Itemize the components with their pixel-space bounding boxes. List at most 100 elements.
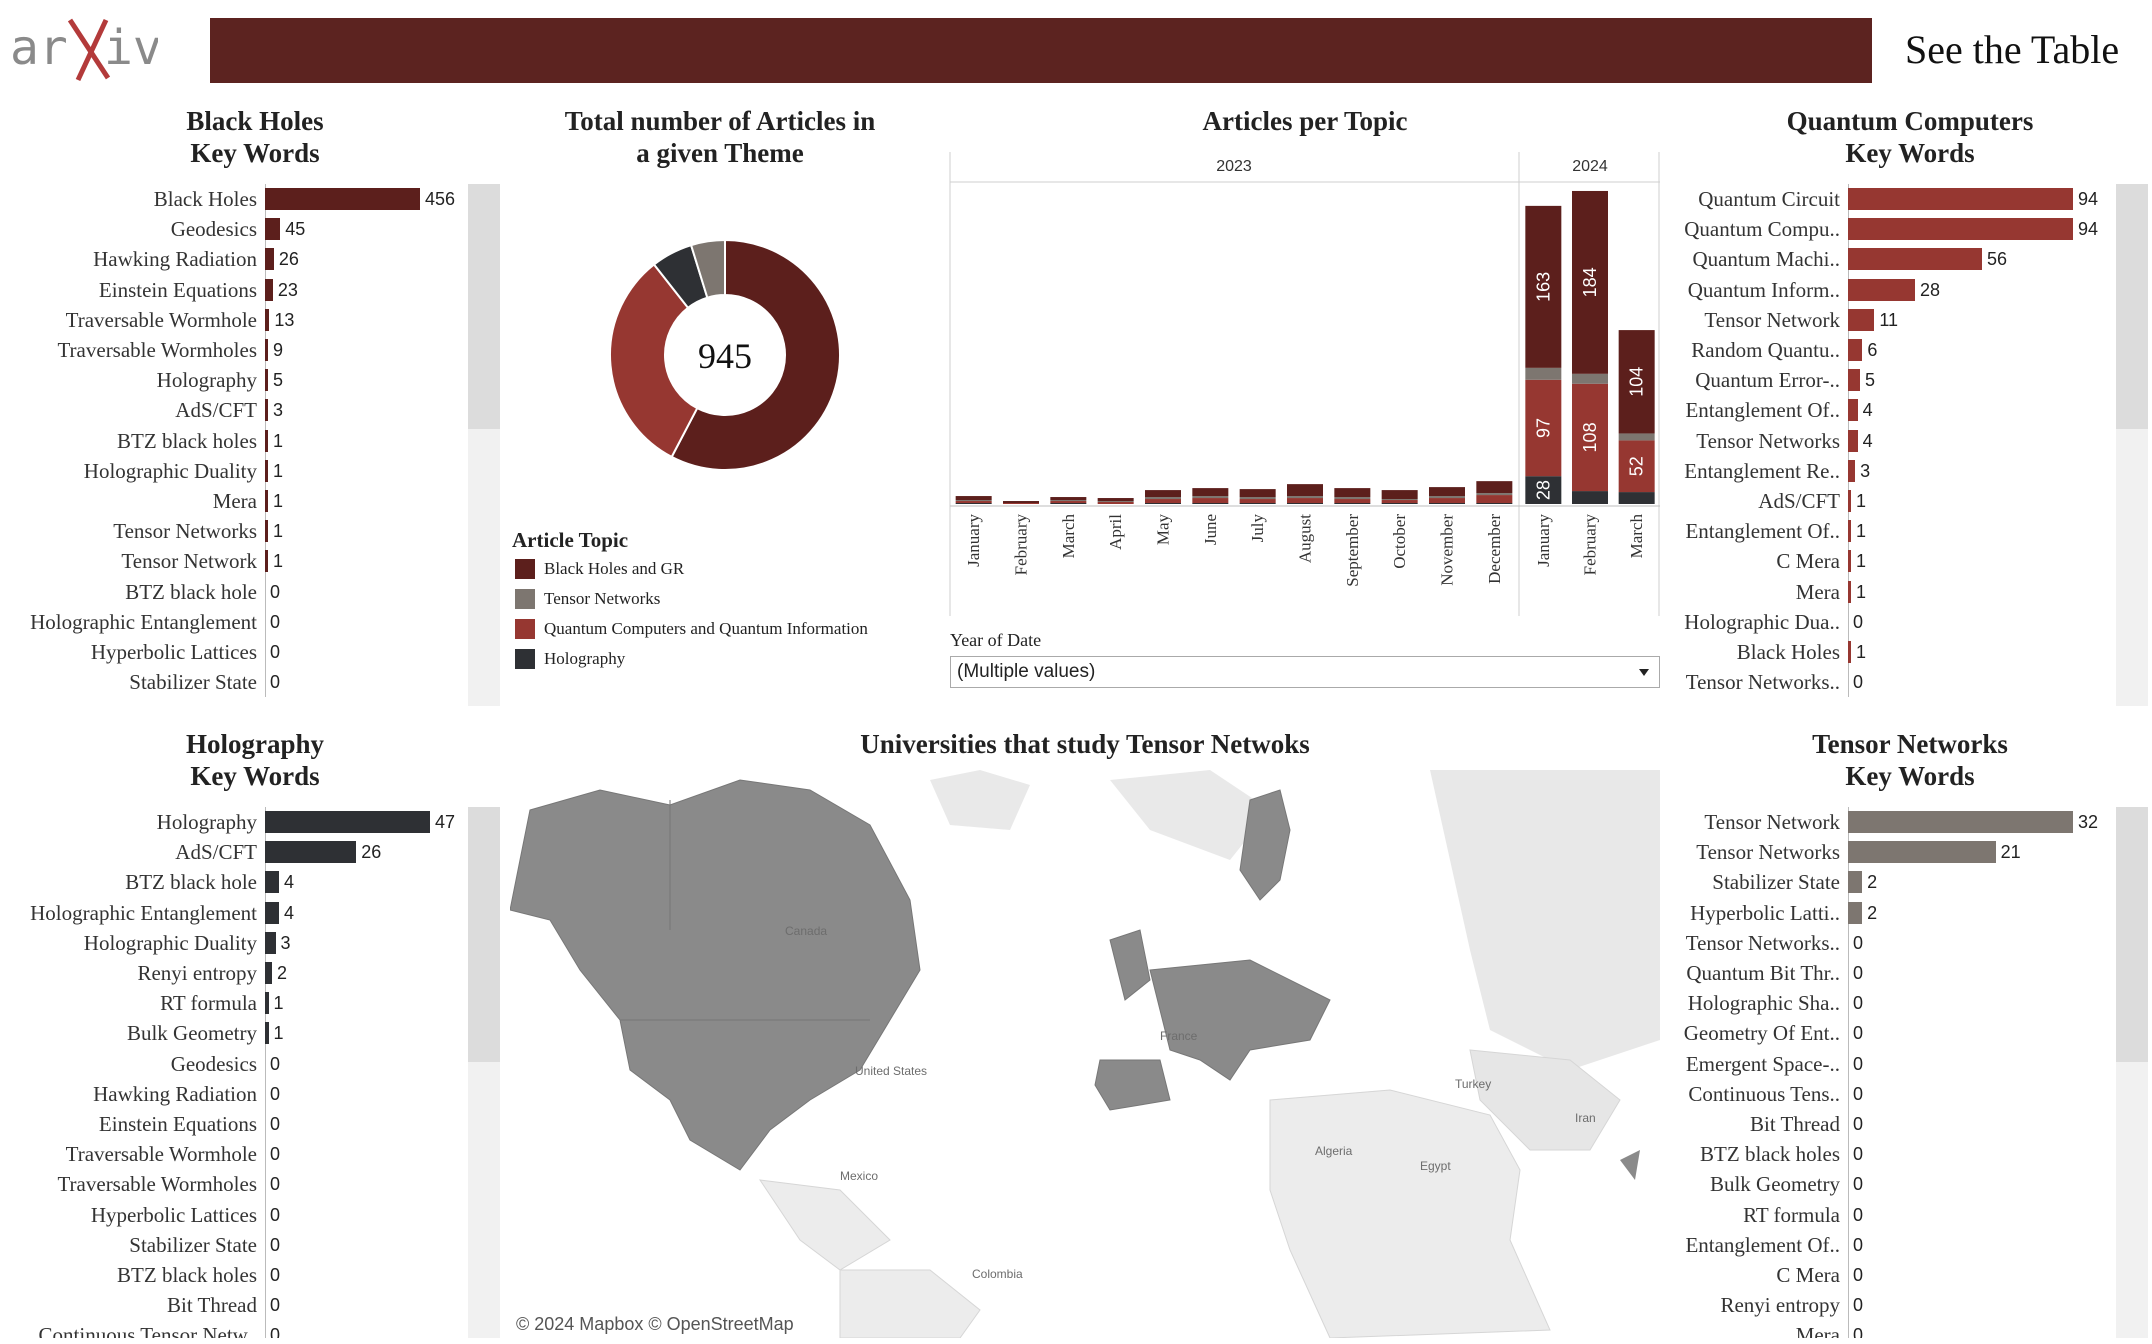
- keyword-row[interactable]: Entanglement Of.. 1: [1660, 516, 2116, 546]
- stacked-bar-segment[interactable]: [1429, 503, 1465, 504]
- legend-item[interactable]: Black Holes and GR: [514, 556, 684, 582]
- stacked-bar-segment[interactable]: [1145, 499, 1181, 504]
- keyword-row[interactable]: BTZ black holes 0: [1660, 1139, 2116, 1169]
- keyword-row[interactable]: Geodesics 45: [0, 214, 470, 244]
- stacked-bar-segment[interactable]: [1525, 367, 1562, 380]
- keyword-row[interactable]: Quantum Inform.. 28: [1660, 275, 2116, 305]
- keyword-bar[interactable]: [1848, 490, 1851, 512]
- keyword-row[interactable]: Hyperbolic Lattices 0: [0, 637, 470, 667]
- stacked-bar-segment[interactable]: [1334, 499, 1371, 504]
- keyword-row[interactable]: Holographic Dua.. 0: [1660, 607, 2116, 637]
- keyword-row[interactable]: Bulk Geometry 1: [0, 1018, 470, 1048]
- stacked-bar-segment[interactable]: [1050, 503, 1087, 504]
- keyword-row[interactable]: Einstein Equations 0: [0, 1109, 470, 1139]
- keyword-bar[interactable]: [265, 992, 269, 1015]
- keyword-row[interactable]: Tensor Network 1: [0, 546, 470, 576]
- black-holes-scroll-thumb[interactable]: [468, 184, 500, 429]
- stacked-bar-segment[interactable]: [1097, 498, 1134, 502]
- keyword-bar[interactable]: [1848, 308, 1875, 331]
- donut-slice[interactable]: [609, 263, 699, 459]
- keyword-bar[interactable]: [265, 490, 268, 512]
- keyword-bar[interactable]: [1848, 550, 1851, 573]
- keyword-row[interactable]: Geodesics 0: [0, 1049, 470, 1079]
- keyword-bar[interactable]: [1848, 520, 1851, 543]
- keyword-row[interactable]: Hawking Radiation 0: [0, 1079, 470, 1109]
- stacked-bar-segment[interactable]: [1287, 496, 1323, 499]
- keyword-bar[interactable]: [1848, 459, 1856, 482]
- stacked-bar-segment[interactable]: [1381, 500, 1418, 504]
- stacked-bar-segment[interactable]: [1192, 488, 1229, 497]
- keyword-bar[interactable]: [1848, 641, 1851, 663]
- keyword-row[interactable]: Tensor Networks.. 0: [1660, 928, 2116, 958]
- keyword-bar[interactable]: [265, 339, 269, 361]
- keyword-row[interactable]: RT formula 0: [1660, 1200, 2116, 1230]
- see-the-table-link[interactable]: See the Table: [1905, 27, 2120, 72]
- keyword-row[interactable]: Tensor Networks 21: [1660, 837, 2116, 867]
- stacked-bar-segment[interactable]: [1381, 499, 1418, 501]
- keyword-bar[interactable]: [265, 520, 268, 543]
- arxiv-logo[interactable]: ar iv: [8, 14, 162, 84]
- stacked-bar-segment[interactable]: [1572, 491, 1608, 504]
- keyword-row[interactable]: Holographic Sha.. 0: [1660, 988, 2116, 1018]
- stacked-bar-segment[interactable]: [1572, 383, 1608, 492]
- stacked-bar-segment[interactable]: [1287, 498, 1323, 504]
- stacked-bar-segment[interactable]: [1003, 501, 1039, 504]
- stacked-bar-segment[interactable]: [1618, 492, 1655, 504]
- keyword-row[interactable]: Traversable Wormhole 0: [0, 1139, 470, 1169]
- keyword-bar[interactable]: [1848, 248, 1983, 271]
- stacked-bar-segment[interactable]: [1287, 484, 1323, 497]
- keyword-row[interactable]: Holographic Entanglement 4: [0, 898, 470, 928]
- stacked-bar-segment[interactable]: [1145, 497, 1181, 500]
- keyword-bar[interactable]: [1848, 188, 2073, 210]
- keyword-row[interactable]: Holography 5: [0, 365, 470, 395]
- stacked-bar-segment[interactable]: [1239, 497, 1276, 500]
- keyword-bar[interactable]: [265, 278, 273, 301]
- stacked-bar-segment[interactable]: [1476, 503, 1513, 504]
- keyword-row[interactable]: C Mera 0: [1660, 1260, 2116, 1290]
- keyword-row[interactable]: Geometry Of Ent.. 0: [1660, 1018, 2116, 1048]
- keyword-row[interactable]: Tensor Networks 4: [1660, 426, 2116, 456]
- stacked-bar-segment[interactable]: [1381, 490, 1418, 500]
- stacked-bar-segment[interactable]: [1429, 496, 1465, 499]
- keyword-row[interactable]: BTZ black hole 4: [0, 867, 470, 897]
- keyword-bar[interactable]: [1848, 278, 1916, 301]
- stacked-bar-segment[interactable]: [955, 503, 992, 504]
- keyword-row[interactable]: Bit Thread 0: [0, 1290, 470, 1320]
- keyword-row[interactable]: Einstein Equations 23: [0, 275, 470, 305]
- keyword-row[interactable]: Quantum Bit Thr.. 0: [1660, 958, 2116, 988]
- keyword-bar[interactable]: [265, 931, 276, 954]
- stacked-bar-segment[interactable]: [955, 501, 992, 504]
- keyword-bar[interactable]: [1848, 841, 1996, 864]
- keyword-row[interactable]: RT formula 1: [0, 988, 470, 1018]
- stacked-bar-segment[interactable]: [1145, 490, 1181, 498]
- keyword-row[interactable]: BTZ black holes 1: [0, 426, 470, 456]
- keyword-bar[interactable]: [265, 871, 280, 894]
- keyword-bar[interactable]: [1848, 218, 2073, 241]
- keyword-bar[interactable]: [265, 429, 268, 452]
- stacked-bar-segment[interactable]: [1525, 205, 1562, 368]
- keyword-row[interactable]: Holographic Duality 1: [0, 456, 470, 486]
- keyword-bar[interactable]: [265, 841, 357, 864]
- stacked-bar-segment[interactable]: [1334, 497, 1371, 500]
- tensor-scrollbar[interactable]: [2116, 807, 2148, 1338]
- keyword-row[interactable]: BTZ black hole 0: [0, 577, 470, 607]
- stacked-bar-segment[interactable]: [1192, 503, 1229, 504]
- stacked-bar-segment[interactable]: [1429, 498, 1465, 504]
- keyword-row[interactable]: Stabilizer State 2: [1660, 867, 2116, 897]
- stacked-bar-segment[interactable]: [1097, 501, 1134, 503]
- stacked-bar-segment[interactable]: [1050, 497, 1087, 501]
- stacked-bar-segment[interactable]: [1476, 493, 1513, 496]
- keyword-row[interactable]: Traversable Wormholes 0: [0, 1169, 470, 1199]
- stacked-bar-segment[interactable]: [1003, 503, 1039, 504]
- stacked-bar-segment[interactable]: [1572, 373, 1608, 384]
- black-holes-scrollbar[interactable]: [468, 184, 500, 706]
- keyword-row[interactable]: Continuous Tens.. 0: [1660, 1079, 2116, 1109]
- stacked-bar-segment[interactable]: [1192, 496, 1229, 499]
- year-of-date-dropdown[interactable]: (Multiple values): [950, 656, 1660, 688]
- keyword-bar[interactable]: [265, 901, 280, 924]
- keyword-bar[interactable]: [265, 369, 268, 392]
- legend-item[interactable]: Holography: [514, 646, 625, 672]
- stacked-bar-segment[interactable]: [1618, 440, 1655, 493]
- keyword-bar[interactable]: [265, 188, 420, 210]
- keyword-bar[interactable]: [265, 550, 268, 573]
